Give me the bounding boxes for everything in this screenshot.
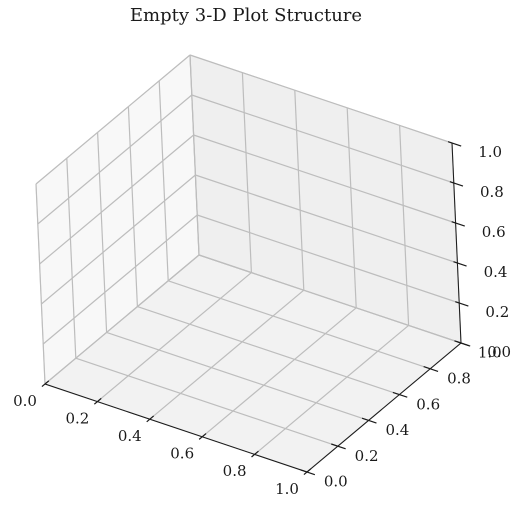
gridline-z-back bbox=[198, 254, 462, 344]
back-wall-pane bbox=[190, 55, 461, 343]
gridline-z-left bbox=[39, 134, 194, 265]
y-tick-label: 0.8 bbox=[447, 370, 471, 388]
y-tick bbox=[361, 417, 377, 424]
x-tick bbox=[41, 380, 50, 388]
x-tick-label: 0.4 bbox=[118, 427, 142, 445]
x-tick-label: 0.0 bbox=[13, 392, 37, 410]
gridline-y-floor bbox=[106, 331, 369, 421]
gridline-x-floor bbox=[149, 289, 305, 420]
z-axis-line bbox=[451, 142, 462, 344]
x-tick-label: 0.6 bbox=[170, 445, 194, 463]
z-tick bbox=[453, 261, 467, 267]
y-tick bbox=[331, 443, 346, 450]
y-tick bbox=[423, 366, 439, 373]
z-tick bbox=[449, 181, 464, 187]
gridline-y-wall bbox=[97, 132, 108, 333]
z-tick-label: 0.8 bbox=[480, 183, 504, 201]
gridline-y-floor bbox=[137, 306, 400, 396]
y-tick bbox=[392, 391, 408, 398]
z-tick-label: 0.2 bbox=[485, 303, 509, 321]
gridline-z-back bbox=[189, 54, 453, 144]
floor-pane bbox=[45, 255, 461, 472]
x-tick bbox=[93, 397, 102, 405]
axis-lines bbox=[44, 142, 462, 473]
tick-labels: 0.00.20.40.60.81.0 0.00.20.40.60.81.00.00… bbox=[13, 143, 511, 498]
y-tick-label: 1.0 bbox=[478, 344, 502, 362]
x-axis-line bbox=[44, 383, 308, 473]
chart-title: Empty 3-D Plot Structure bbox=[130, 5, 362, 26]
y-tick-label: 0.4 bbox=[385, 421, 409, 439]
gridline-x-wall bbox=[399, 125, 410, 326]
y-tick-label: 0.6 bbox=[416, 395, 440, 413]
gridline-x-wall bbox=[346, 107, 357, 308]
x-tick bbox=[146, 415, 155, 423]
y-tick-label: 0.0 bbox=[324, 473, 348, 491]
gridline-y-wall bbox=[189, 54, 200, 256]
gridline-z-left bbox=[42, 214, 198, 345]
gridline-x-wall bbox=[294, 90, 305, 291]
x-tick bbox=[251, 450, 259, 458]
z-tick-label: 0.0 bbox=[487, 343, 511, 361]
x-tick-label: 0.2 bbox=[65, 409, 89, 427]
gridline-x-floor bbox=[201, 307, 357, 438]
gridline-y-wall bbox=[66, 158, 77, 359]
x-tick bbox=[198, 433, 207, 440]
z-tick-label: 0.6 bbox=[482, 223, 506, 241]
z-tick bbox=[451, 221, 465, 227]
z-tick bbox=[455, 301, 469, 307]
left-wall-pane bbox=[36, 55, 199, 384]
tick-marks bbox=[41, 141, 471, 476]
gridline-y-wall bbox=[127, 106, 138, 307]
gridline-x-wall bbox=[241, 72, 252, 273]
gridline-x-floor bbox=[254, 324, 409, 455]
x-tick-label: 0.8 bbox=[223, 462, 247, 480]
gridline-z-back bbox=[195, 174, 458, 264]
y-axis-line bbox=[306, 342, 462, 473]
z-tick bbox=[456, 341, 471, 347]
gridline-z-left bbox=[37, 94, 193, 225]
z-tick bbox=[447, 141, 462, 147]
gridline-x-floor bbox=[97, 272, 252, 403]
gridline-z-left bbox=[41, 174, 196, 305]
y-tick bbox=[300, 469, 316, 476]
gridline-z-left bbox=[35, 54, 191, 185]
gridline-y-floor bbox=[168, 280, 431, 370]
gridline-z-back bbox=[191, 94, 454, 184]
axes-panes bbox=[36, 55, 461, 472]
gridline-y-floor bbox=[75, 357, 338, 447]
gridline-z-left bbox=[44, 254, 200, 385]
z-tick-label: 1.0 bbox=[478, 143, 502, 161]
z-tick-label: 0.4 bbox=[484, 263, 508, 281]
gridline-y-wall bbox=[158, 80, 169, 281]
y-tick-label: 0.2 bbox=[355, 447, 379, 465]
x-tick-label: 1.0 bbox=[275, 480, 299, 498]
gridline-z-back bbox=[197, 214, 460, 304]
gridline-z-back bbox=[193, 134, 456, 224]
gridline-y-wall bbox=[35, 183, 46, 385]
